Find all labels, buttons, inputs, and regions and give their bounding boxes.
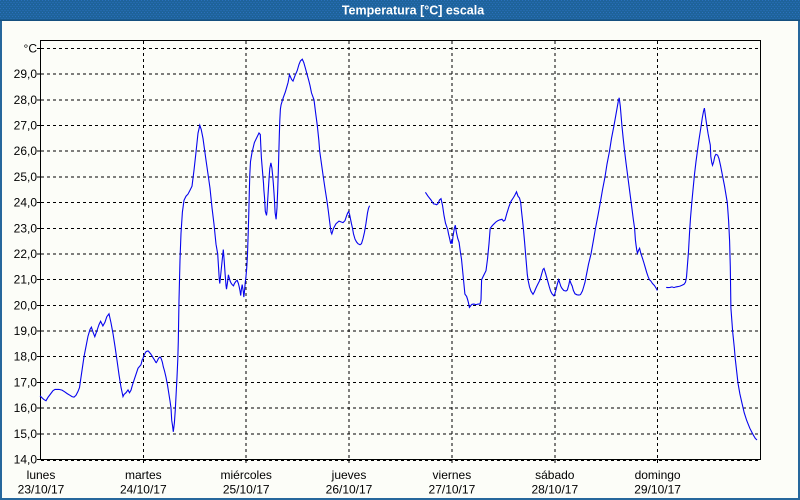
svg-text:25/10/17: 25/10/17	[223, 483, 270, 497]
svg-text:domingo: domingo	[635, 468, 681, 482]
svg-text:28/10/17: 28/10/17	[531, 483, 578, 497]
svg-text:miércoles: miércoles	[221, 468, 272, 482]
svg-text:°C: °C	[24, 42, 38, 56]
svg-text:24,0: 24,0	[14, 196, 38, 210]
svg-text:sábado: sábado	[535, 468, 575, 482]
svg-text:23,0: 23,0	[14, 221, 38, 235]
svg-text:26,0: 26,0	[14, 144, 38, 158]
svg-text:lunes: lunes	[27, 468, 56, 482]
svg-text:28,0: 28,0	[14, 93, 38, 107]
svg-text:20,0: 20,0	[14, 298, 38, 312]
svg-text:27,0: 27,0	[14, 119, 38, 133]
svg-text:21,0: 21,0	[14, 273, 38, 287]
svg-text:martes: martes	[125, 468, 162, 482]
svg-text:viernes: viernes	[433, 468, 472, 482]
svg-text:14,0: 14,0	[14, 453, 38, 467]
svg-text:jueves: jueves	[331, 468, 367, 482]
svg-text:24/10/17: 24/10/17	[120, 483, 167, 497]
svg-text:25,0: 25,0	[14, 170, 38, 184]
svg-text:16,0: 16,0	[14, 401, 38, 415]
svg-text:15,0: 15,0	[14, 427, 38, 441]
svg-text:22,0: 22,0	[14, 247, 38, 261]
svg-text:27/10/17: 27/10/17	[429, 483, 476, 497]
svg-text:17,0: 17,0	[14, 375, 38, 389]
svg-text:19,0: 19,0	[14, 324, 38, 338]
svg-text:26/10/17: 26/10/17	[326, 483, 373, 497]
svg-text:Temperatura [°C] escala: Temperatura [°C] escala	[342, 4, 485, 18]
svg-text:29/10/17: 29/10/17	[634, 483, 681, 497]
svg-text:29,0: 29,0	[14, 67, 38, 81]
svg-text:23/10/17: 23/10/17	[18, 483, 65, 497]
svg-text:18,0: 18,0	[14, 350, 38, 364]
